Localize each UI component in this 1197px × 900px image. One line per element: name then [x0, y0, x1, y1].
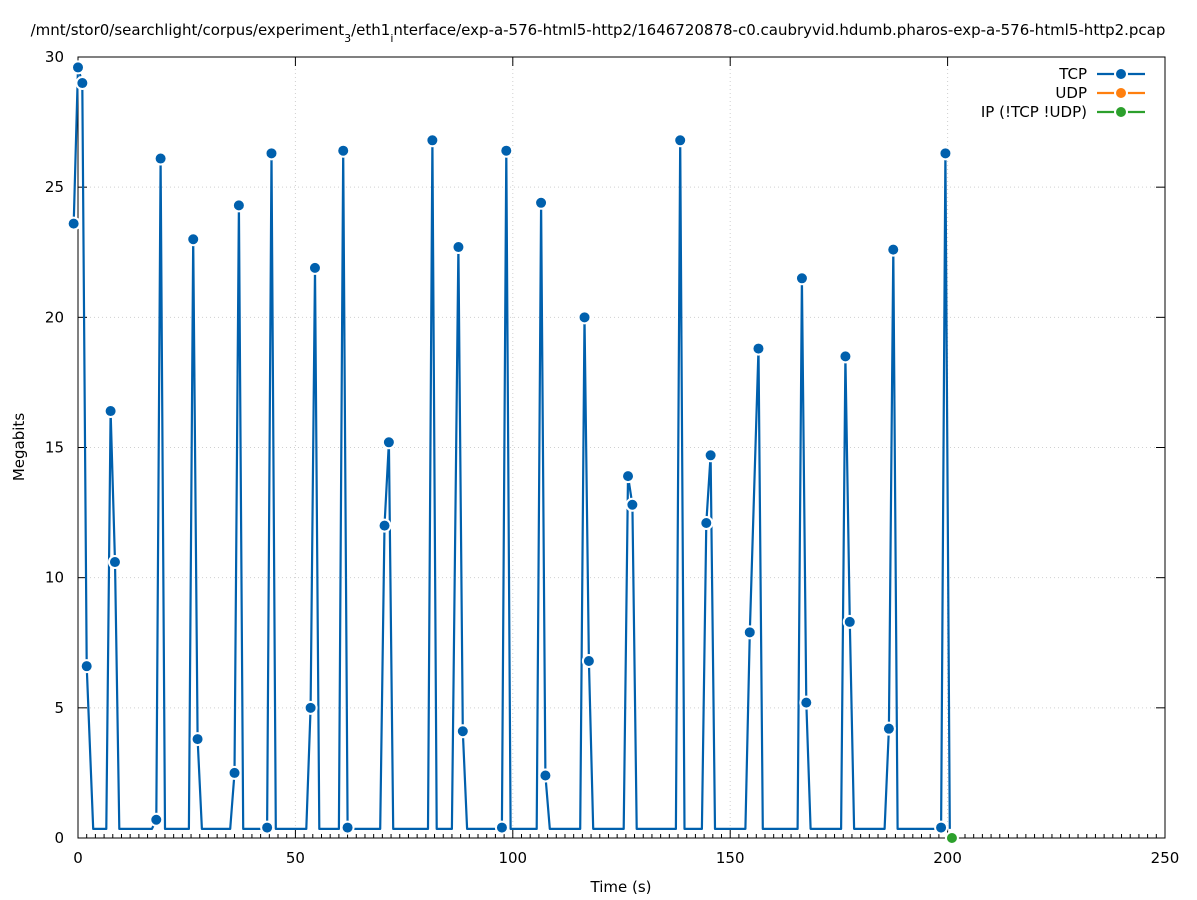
legend-label: IP (!TCP !UDP) — [981, 103, 1087, 121]
data-point — [186, 232, 201, 247]
data-point — [66, 216, 81, 231]
data-point — [881, 721, 896, 736]
y-tick-label: 15 — [45, 439, 64, 457]
y-axis-label: Megabits — [10, 413, 28, 481]
chart-title: /mnt/stor0/searchlight/corpus/experiment… — [31, 21, 1166, 45]
data-point — [307, 260, 322, 275]
x-tick-label: 200 — [933, 849, 962, 867]
data-point — [703, 448, 718, 463]
data-point — [336, 143, 351, 158]
y-tick-label: 30 — [45, 48, 64, 66]
x-axis-label: Time (s) — [590, 878, 652, 896]
data-point — [75, 76, 90, 91]
data-point — [149, 812, 164, 827]
data-point — [621, 469, 636, 484]
data-point — [340, 820, 355, 835]
data-point — [494, 820, 509, 835]
series-2 — [944, 831, 959, 845]
data-point — [377, 518, 392, 533]
x-tick-label: 100 — [498, 849, 527, 867]
x-tick-label: 250 — [1151, 849, 1180, 867]
y-tick-label: 10 — [45, 569, 64, 587]
axis-ticks: 0 50 100 150 200 250 0 5 10 15 20 25 30 — [45, 48, 1179, 867]
y-tick-label: 5 — [54, 699, 64, 717]
chart-title-part: i — [390, 32, 393, 45]
series-layer — [66, 60, 959, 845]
data-point — [538, 768, 553, 783]
data-point — [938, 146, 953, 161]
data-point — [794, 271, 809, 286]
chart-title-part: nterface/exp-a-576-html5-http2/164672087… — [393, 21, 1165, 39]
data-point — [499, 143, 514, 158]
x-tick-label: 0 — [73, 849, 83, 867]
data-point — [153, 151, 168, 166]
chart-title-part: /mnt/stor0/searchlight/corpus/experiment — [31, 21, 345, 39]
x-tick-label: 50 — [286, 849, 305, 867]
data-point — [625, 497, 640, 512]
data-point — [425, 133, 440, 148]
data-point — [103, 404, 118, 419]
data-point — [79, 659, 94, 674]
data-point — [799, 695, 814, 710]
data-point — [303, 700, 318, 715]
chart-title-part: 3 — [344, 32, 351, 45]
data-point — [71, 60, 85, 75]
data-point — [381, 435, 396, 450]
data-point — [581, 653, 596, 668]
y-tick-label: 0 — [54, 829, 64, 847]
data-point — [260, 820, 275, 835]
data-point — [699, 515, 714, 530]
legend-marker — [1114, 67, 1128, 81]
y-tick-label: 20 — [45, 308, 64, 326]
data-point — [842, 614, 857, 629]
data-point — [886, 242, 901, 257]
data-point — [107, 555, 122, 570]
data-point — [934, 820, 949, 835]
data-point — [751, 341, 766, 356]
data-point — [451, 240, 466, 255]
data-point — [673, 133, 688, 148]
data-point — [227, 765, 242, 780]
data-point — [534, 195, 549, 210]
data-point — [577, 310, 592, 325]
chart-title-part: /eth1 — [351, 21, 390, 39]
data-point — [264, 146, 279, 161]
series-line — [72, 66, 951, 830]
data-point — [231, 198, 246, 213]
legend-label: UDP — [1055, 84, 1087, 102]
data-point — [838, 349, 853, 364]
legend-marker — [1114, 105, 1128, 119]
data-point — [944, 831, 959, 845]
y-tick-label: 25 — [45, 178, 64, 196]
series-0 — [66, 60, 953, 835]
data-point — [190, 732, 205, 747]
legend-marker — [1114, 86, 1128, 100]
data-point — [455, 724, 470, 739]
legend-label: TCP — [1058, 65, 1087, 83]
data-point — [742, 625, 757, 640]
x-tick-label: 150 — [716, 849, 745, 867]
